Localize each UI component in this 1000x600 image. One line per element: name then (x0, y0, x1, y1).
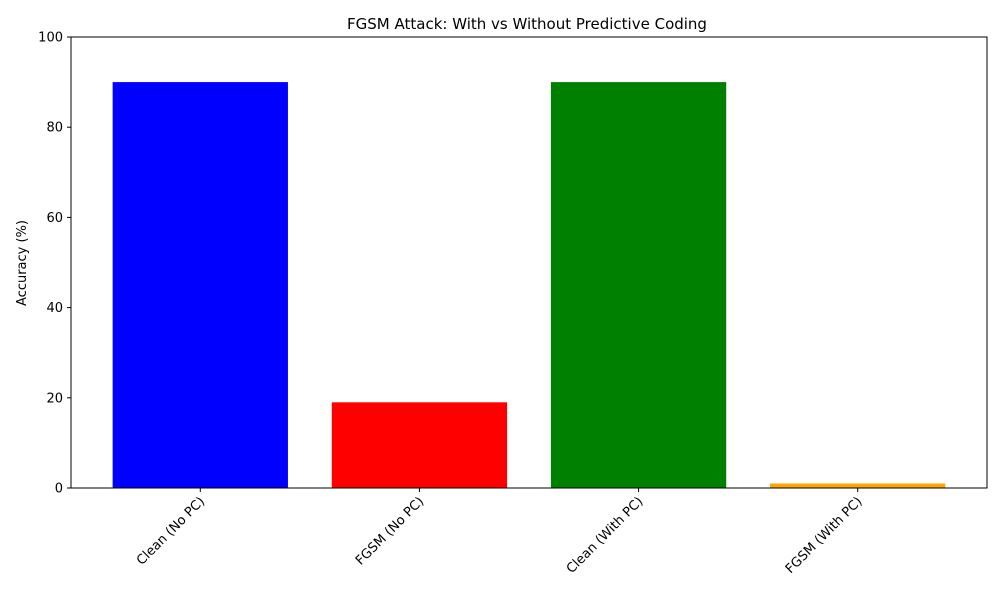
x-axis-ticks: Clean (No PC) FGSM (No PC) Clean (With PC)… (134, 488, 866, 577)
x-tick-label: FGSM (With PC) (783, 494, 866, 577)
chart-title: FGSM Attack: With vs Without Predictive … (347, 15, 707, 33)
x-tick-label: Clean (No PC) (134, 494, 208, 568)
bar-2 (331, 402, 508, 488)
plot-frame (70, 36, 988, 489)
bars-group (112, 82, 946, 488)
bar-1 (112, 82, 288, 488)
x-tick-label: Clean (With PC) (564, 494, 647, 577)
y-axis-label: Accuracy (%) (15, 220, 30, 306)
y-tick-label: 20 (46, 391, 63, 406)
bar-3 (550, 82, 727, 488)
y-tick-label: 40 (46, 301, 63, 316)
y-axis-ticks: 0 20 40 60 80 100 (38, 31, 71, 497)
bar-4 (770, 483, 946, 488)
x-tick-label: FGSM (No PC) (353, 494, 427, 568)
y-tick-label: 100 (38, 31, 63, 46)
y-tick-label: 60 (46, 211, 63, 226)
y-tick-label: 80 (46, 121, 63, 136)
y-tick-label: 0 (55, 482, 63, 497)
